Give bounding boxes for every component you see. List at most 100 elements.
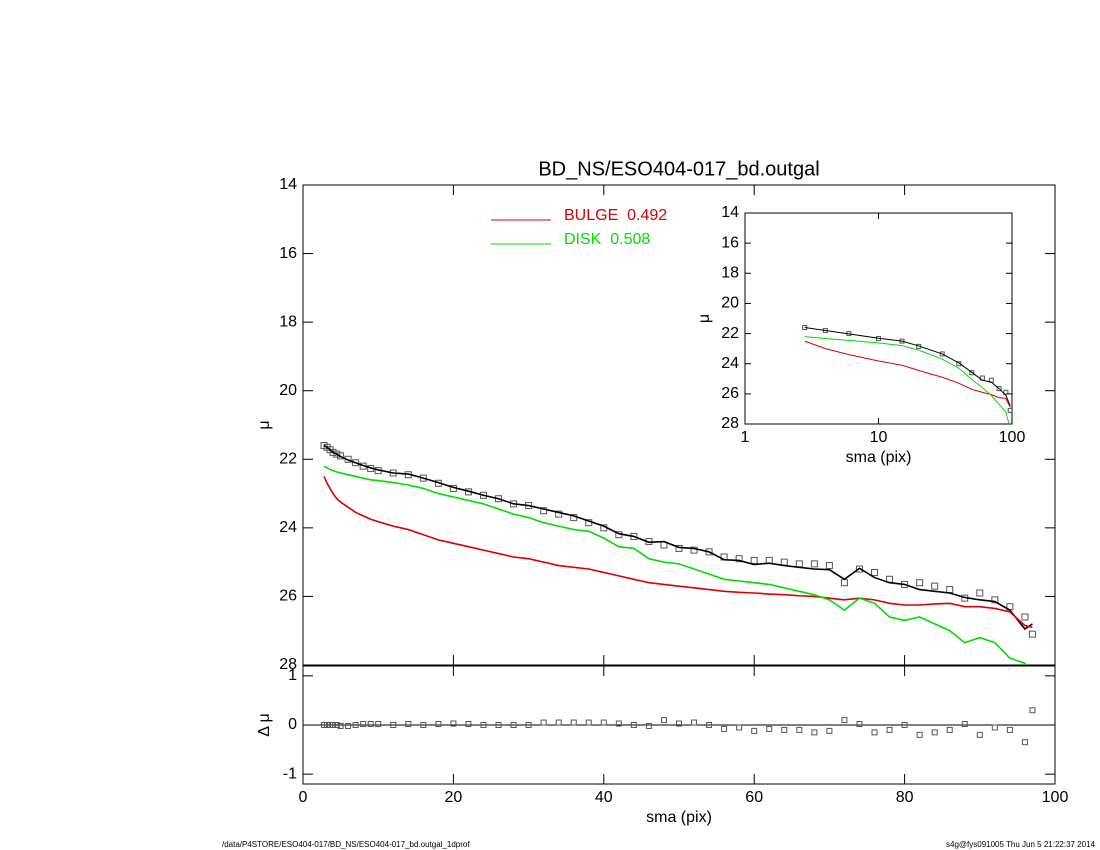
data-point [330, 722, 337, 728]
x-axis-label: sma (pix) [646, 809, 712, 826]
data-point [324, 722, 331, 728]
data-point [991, 724, 998, 731]
data-point [706, 722, 713, 728]
series-line [323, 465, 1027, 665]
data-point [766, 725, 773, 732]
data-point [991, 596, 999, 604]
data-point [886, 726, 893, 733]
data-point [321, 722, 328, 728]
x-tick-label: 80 [896, 789, 914, 806]
data-point [939, 351, 945, 357]
x-tick-label: 100 [1042, 789, 1069, 806]
y-tick-label: 22 [279, 451, 297, 468]
data-point [337, 452, 345, 460]
y-tick-label: 26 [721, 385, 739, 402]
y-tick-label: 16 [721, 234, 739, 251]
data-point [1021, 613, 1029, 621]
data-point [525, 722, 532, 728]
series-line [804, 327, 1011, 407]
data-point [946, 726, 953, 733]
data-point [1028, 630, 1036, 638]
data-point [660, 717, 667, 724]
y-tick-label: 14 [721, 204, 739, 221]
data-point [841, 717, 848, 724]
data-point [329, 448, 337, 456]
data-point [810, 560, 818, 568]
data-point [811, 729, 818, 736]
y-tick-label: 20 [721, 295, 739, 312]
data-point [871, 568, 879, 576]
data-point [931, 582, 939, 590]
data-point [327, 722, 334, 728]
x-axis-label: sma (pix) [846, 449, 912, 466]
y-tick-label: 24 [721, 355, 739, 372]
data-point [333, 722, 340, 728]
data-point [969, 370, 975, 376]
data-point [1007, 407, 1012, 413]
y-tick-label: 1 [288, 667, 297, 684]
data-point [690, 546, 698, 554]
data-point [780, 558, 788, 566]
data-point [450, 720, 457, 727]
y-tick-label: 18 [279, 313, 297, 330]
data-point [630, 722, 637, 728]
data-point [1006, 726, 1013, 733]
data-point [996, 386, 1002, 392]
y-tick-label: 14 [279, 176, 297, 193]
data-point [390, 722, 397, 728]
data-point [1029, 707, 1036, 714]
data-point [721, 725, 728, 732]
data-point [367, 721, 374, 728]
data-point [645, 722, 652, 729]
data-point [676, 720, 682, 727]
data-point [510, 722, 517, 728]
series-line [323, 444, 1033, 631]
data-point [736, 724, 743, 731]
data-point [480, 722, 487, 728]
y-tick-label: 20 [279, 382, 297, 399]
legend-label: BULGE 0.492 [564, 207, 667, 224]
series-line [804, 340, 1011, 408]
data-point [976, 589, 984, 597]
data-point [495, 722, 502, 728]
x-tick-label: 10 [870, 429, 888, 446]
data-point [540, 507, 548, 515]
data-point [675, 544, 683, 552]
data-point [751, 727, 758, 734]
data-point [555, 510, 563, 518]
plot-frame [302, 184, 1056, 666]
data-point [375, 721, 382, 728]
y-tick-label: 28 [721, 415, 739, 432]
data-point [600, 719, 607, 726]
x-tick-label: 1 [741, 429, 750, 446]
data-point [360, 721, 367, 728]
y-tick-label: 18 [721, 265, 739, 282]
data-point [976, 731, 983, 738]
y-tick-label: 28 [279, 656, 297, 673]
data-point [333, 450, 341, 458]
data-point [555, 719, 562, 726]
footer-right: s4g@fys091005 Thu Jun 5 21:22:37 2014 [946, 840, 1096, 849]
data-point [916, 579, 924, 587]
data-point [735, 555, 743, 563]
x-tick-label: 100 [999, 429, 1026, 446]
data-point [750, 556, 758, 564]
data-point [825, 562, 833, 570]
data-point [615, 720, 622, 727]
data-point [691, 719, 698, 726]
plot-area [303, 707, 1055, 746]
y-axis-label: μ [256, 420, 273, 429]
data-point [931, 729, 938, 736]
footer-left: /data/P4STORE/ESO404-017/BD_NS/ESO404-01… [222, 840, 470, 849]
plot-frame [744, 212, 1013, 425]
plot-area [320, 442, 1036, 665]
data-point [465, 721, 472, 728]
plot-area [802, 325, 1012, 424]
data-point [352, 459, 360, 467]
series-line [804, 336, 1010, 424]
data-point [855, 565, 863, 573]
x-tick-label: 60 [745, 789, 763, 806]
data-point [956, 361, 962, 367]
data-point [345, 722, 352, 729]
